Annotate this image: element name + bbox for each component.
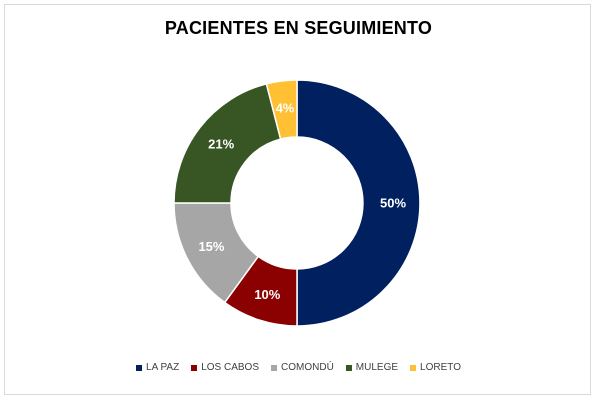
- chart-title: PACIENTES EN SEGUIMIENTO: [164, 18, 433, 38]
- legend-label: LORETO: [420, 362, 461, 373]
- legend-swatch: [410, 364, 417, 371]
- legend-label: MULEGE: [355, 362, 399, 373]
- legend-swatch: [271, 364, 278, 371]
- legend-item-comond-: COMONDÚ: [271, 362, 334, 373]
- legend-label: COMONDÚ: [281, 362, 334, 373]
- legend-item-loreto: LORETO: [410, 362, 461, 373]
- legend-swatch: [191, 364, 198, 371]
- slice-label-loreto: 4%: [276, 100, 295, 115]
- slice-label-mulege: 21%: [208, 137, 234, 152]
- legend-label: LA PAZ: [146, 362, 180, 373]
- chart-legend: LA PAZ LOS CABOS COMONDÚ MULEGE LORETO: [0, 362, 597, 373]
- legend-swatch: [136, 364, 143, 371]
- chart-frame: [4, 4, 591, 395]
- legend-swatch: [345, 364, 352, 371]
- slice-label-comond-: 15%: [198, 239, 224, 254]
- slice-label-los-cabos: 10%: [254, 287, 280, 302]
- slice-mulege: [173, 82, 282, 204]
- slice-la-paz: [296, 79, 421, 327]
- slice-label-la-paz: 50%: [380, 196, 406, 211]
- legend-item-la-paz: LA PAZ: [136, 362, 179, 373]
- legend-item-mulege: MULEGE: [345, 362, 399, 373]
- legend-item-los-cabos: LOS CABOS: [191, 362, 259, 373]
- slice-loreto: [265, 79, 298, 140]
- legend-label: LOS CABOS: [201, 362, 260, 373]
